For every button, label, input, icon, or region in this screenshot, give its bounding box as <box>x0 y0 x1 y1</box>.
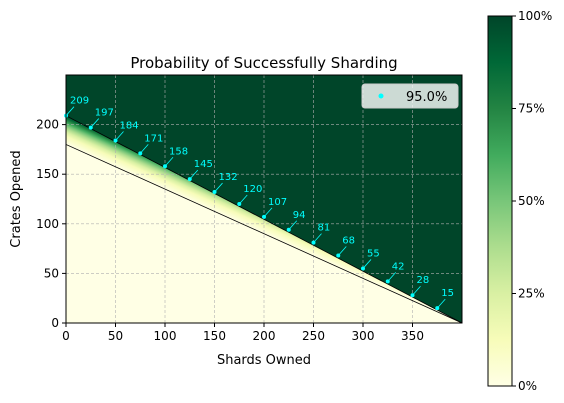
annotation-leader <box>313 233 322 243</box>
x-tick-label: 50 <box>108 329 123 343</box>
data-label: 68 <box>342 236 355 247</box>
data-point <box>237 201 242 206</box>
annotation-leader <box>65 106 75 116</box>
x-tick-label: 300 <box>352 329 375 343</box>
x-axis-label: Shards Owned <box>217 353 311 368</box>
y-tick-label: 100 <box>36 217 59 231</box>
y-tick-label: 200 <box>36 118 59 132</box>
annotation-leader <box>263 207 273 218</box>
x-tick-label: 150 <box>203 329 226 343</box>
x-tick-label: 200 <box>253 329 276 343</box>
chart-title: Probability of Successfully Sharding <box>130 54 397 72</box>
colorbar-tick-label: 50% <box>518 194 545 208</box>
data-label: 42 <box>392 261 405 272</box>
boundary-line-2 <box>66 115 462 323</box>
data-point <box>163 164 167 169</box>
data-point <box>311 240 316 245</box>
annotation-leader <box>139 144 149 154</box>
y-tick-label: 0 <box>51 316 59 330</box>
x-tick-label: 350 <box>401 329 424 343</box>
data-point <box>286 227 291 232</box>
y-tick-label: 150 <box>36 167 59 181</box>
annotation-leader <box>337 246 347 256</box>
y-tick-label: 50 <box>44 266 59 280</box>
data-point <box>212 190 217 195</box>
annotation-leader <box>115 131 124 141</box>
data-point <box>410 293 415 298</box>
data-point <box>262 214 266 219</box>
data-label: 145 <box>194 159 213 170</box>
data-label: 184 <box>120 120 139 131</box>
x-tick-label: 250 <box>302 329 325 343</box>
data-point <box>88 125 93 130</box>
legend-marker <box>378 93 384 99</box>
data-point <box>138 151 143 156</box>
data-label: 158 <box>169 146 188 157</box>
boundary-line-1 <box>66 144 462 323</box>
colorbar: 0% 25% 50% 75% 100% <box>487 9 552 393</box>
data-label: 120 <box>243 184 262 195</box>
annotation-leader <box>90 118 100 128</box>
y-axis: 0 50 100 150 200 <box>36 118 66 330</box>
data-point <box>336 253 341 258</box>
annotation-leader <box>362 259 372 269</box>
legend-box <box>361 83 459 109</box>
data-label: 15 <box>441 288 454 299</box>
data-label: 171 <box>144 133 163 144</box>
data-point <box>385 279 390 284</box>
colorbar-tick-label: 25% <box>518 287 545 301</box>
annotation-leader <box>214 182 223 193</box>
data-label: 197 <box>95 108 114 119</box>
plot-area: 209 197 184 171 158 145 132 120 107 94 81 68 55 42 28 1… <box>64 74 463 324</box>
data-label: 81 <box>318 223 331 234</box>
data-label: 28 <box>417 275 430 286</box>
annotation-leader <box>189 169 199 180</box>
legend-label: 95.0% <box>406 90 447 105</box>
colorbar-tick-label: 75% <box>518 102 545 116</box>
y-axis-label: Crates Opened <box>9 150 24 247</box>
x-tick-label: 0 <box>62 329 70 343</box>
annotation-leader <box>288 220 298 231</box>
annotation-leader <box>238 194 248 205</box>
colorbar-tick-label: 100% <box>518 9 552 23</box>
data-point <box>113 138 118 143</box>
annotation-leader <box>436 298 446 309</box>
annotation-leader <box>412 285 421 296</box>
annotation-leader <box>387 272 397 282</box>
x-axis: 0 50 100 150 200 250 300 350 <box>62 323 424 343</box>
annotation-leader <box>164 156 174 167</box>
colorbar-gradient <box>487 15 513 387</box>
data-label: 107 <box>268 197 287 208</box>
x-tick-label: 100 <box>154 329 177 343</box>
data-point <box>435 306 440 311</box>
data-point <box>361 266 365 271</box>
colorbar-tick-label: 0% <box>518 379 537 393</box>
data-label: 94 <box>293 210 306 221</box>
data-point <box>187 177 192 182</box>
legend: 95.0% <box>361 83 459 109</box>
data-label: 55 <box>367 248 380 259</box>
data-label: 132 <box>219 172 238 183</box>
data-label: 209 <box>70 96 89 107</box>
